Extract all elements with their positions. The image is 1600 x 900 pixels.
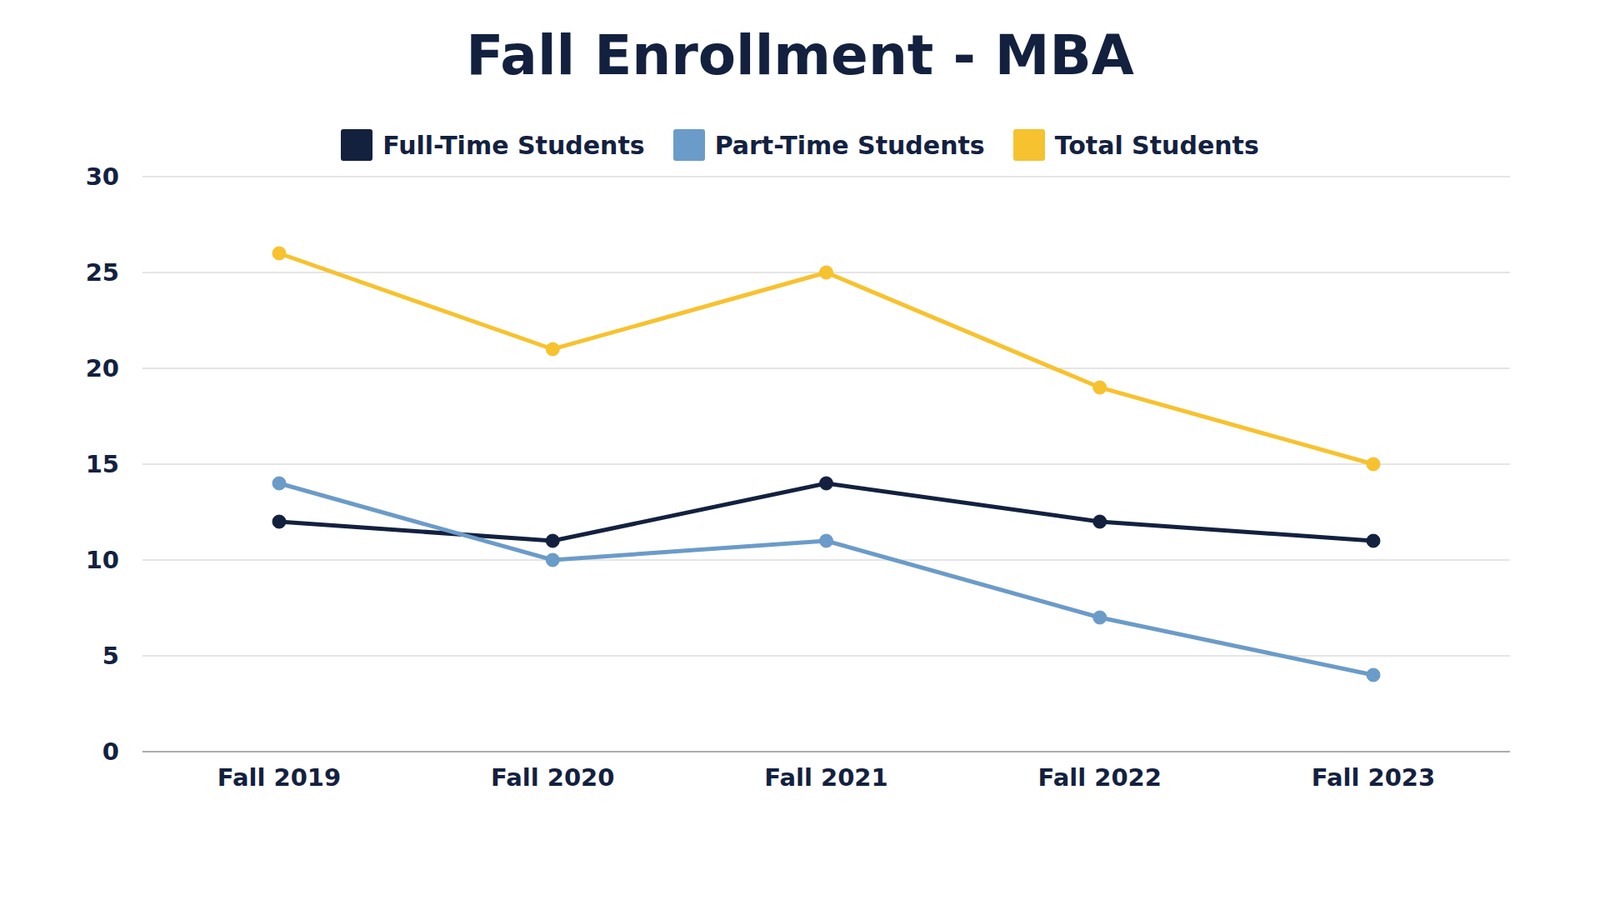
svg-text:20: 20 xyxy=(85,354,120,383)
svg-text:5: 5 xyxy=(102,641,120,670)
svg-text:15: 15 xyxy=(85,450,120,479)
svg-text:25: 25 xyxy=(85,258,120,287)
svg-text:Fall 2023: Fall 2023 xyxy=(1311,763,1435,792)
svg-text:Fall 2022: Fall 2022 xyxy=(1038,763,1162,792)
html-text:Part-Time Students: Part-Time Students xyxy=(714,130,985,160)
svg-text:Fall 2019: Fall 2019 xyxy=(217,763,341,792)
html-text:Total Students: Total Students xyxy=(1054,130,1259,160)
svg-text:30: 30 xyxy=(85,162,120,191)
html-text:Fall Enrollment - MBA: Fall Enrollment - MBA xyxy=(466,23,1134,88)
html-text:Full-Time Students: Full-Time Students xyxy=(382,130,645,160)
svg-text:0: 0 xyxy=(102,737,120,766)
svg-text:10: 10 xyxy=(85,545,120,575)
svg-text:Fall 2021: Fall 2021 xyxy=(764,763,888,792)
svg-text:Fall 2020: Fall 2020 xyxy=(490,763,615,792)
